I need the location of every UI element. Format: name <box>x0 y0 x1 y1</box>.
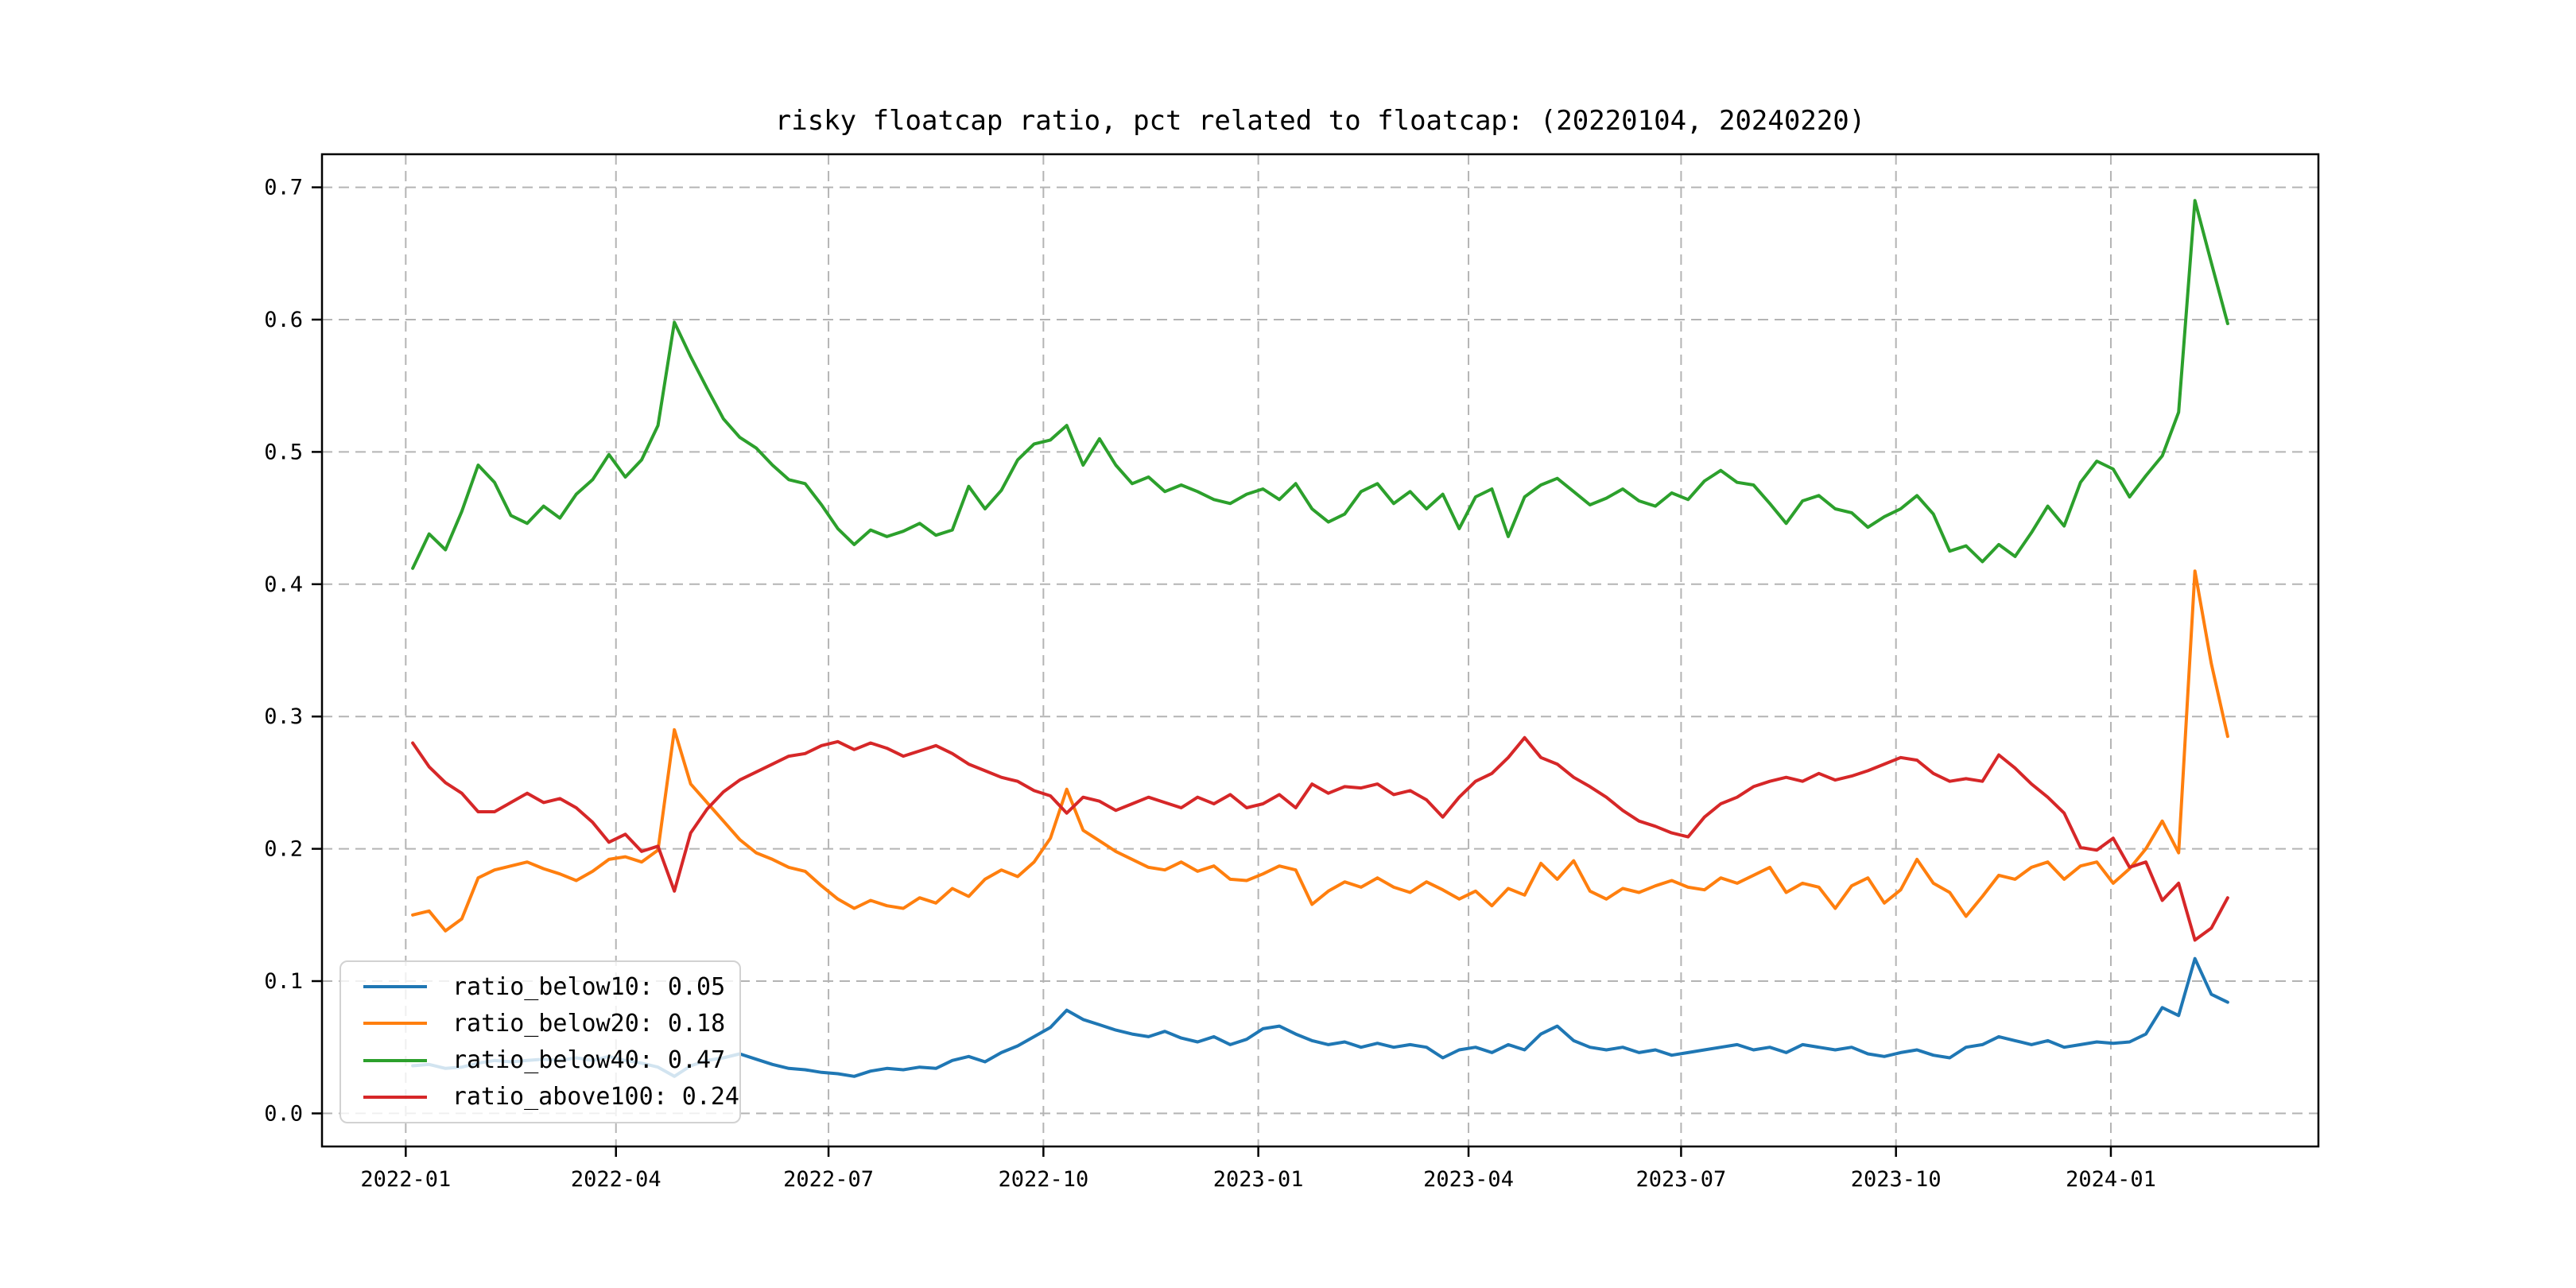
svg-text:0.7: 0.7 <box>264 176 303 200</box>
svg-text:0.6: 0.6 <box>264 308 303 332</box>
legend-swatch-ratio_above100 <box>363 1095 427 1099</box>
svg-text:0.0: 0.0 <box>264 1101 303 1126</box>
svg-text:0.3: 0.3 <box>264 704 303 729</box>
legend-item: ratio_above100: 0.24 <box>363 1079 739 1115</box>
svg-text:2022-01: 2022-01 <box>360 1167 451 1192</box>
legend-label-ratio_below10: ratio_below10: 0.05 <box>452 972 726 1001</box>
legend-label-ratio_above100: ratio_above100: 0.24 <box>452 1083 739 1111</box>
legend-label-ratio_below20: ratio_below20: 0.18 <box>452 1009 726 1038</box>
svg-text:2022-10: 2022-10 <box>998 1167 1088 1192</box>
svg-text:0.2: 0.2 <box>264 837 303 862</box>
svg-text:2024-01: 2024-01 <box>2066 1167 2156 1192</box>
svg-text:2023-04: 2023-04 <box>1423 1167 1514 1192</box>
svg-text:0.4: 0.4 <box>264 572 303 597</box>
legend: ratio_below10: 0.05 ratio_below20: 0.18 … <box>339 960 741 1123</box>
legend-swatch-ratio_below10 <box>363 985 427 989</box>
legend-item: ratio_below10: 0.05 <box>363 968 739 1005</box>
svg-text:2023-07: 2023-07 <box>1636 1167 1727 1192</box>
svg-text:2022-07: 2022-07 <box>783 1167 874 1192</box>
chart-title: risky floatcap ratio, pct related to flo… <box>774 105 1866 137</box>
svg-text:0.1: 0.1 <box>264 969 303 994</box>
legend-item: ratio_below40: 0.47 <box>363 1042 739 1079</box>
legend-swatch-ratio_below20 <box>363 1022 427 1026</box>
legend-label-ratio_below40: ratio_below40: 0.47 <box>452 1046 726 1075</box>
svg-text:2022-04: 2022-04 <box>571 1167 661 1192</box>
svg-text:2023-01: 2023-01 <box>1213 1167 1304 1192</box>
legend-item: ratio_below20: 0.18 <box>363 1005 739 1042</box>
svg-text:0.5: 0.5 <box>264 440 303 464</box>
svg-text:2023-10: 2023-10 <box>1851 1167 1942 1192</box>
legend-swatch-ratio_below40 <box>363 1058 427 1062</box>
